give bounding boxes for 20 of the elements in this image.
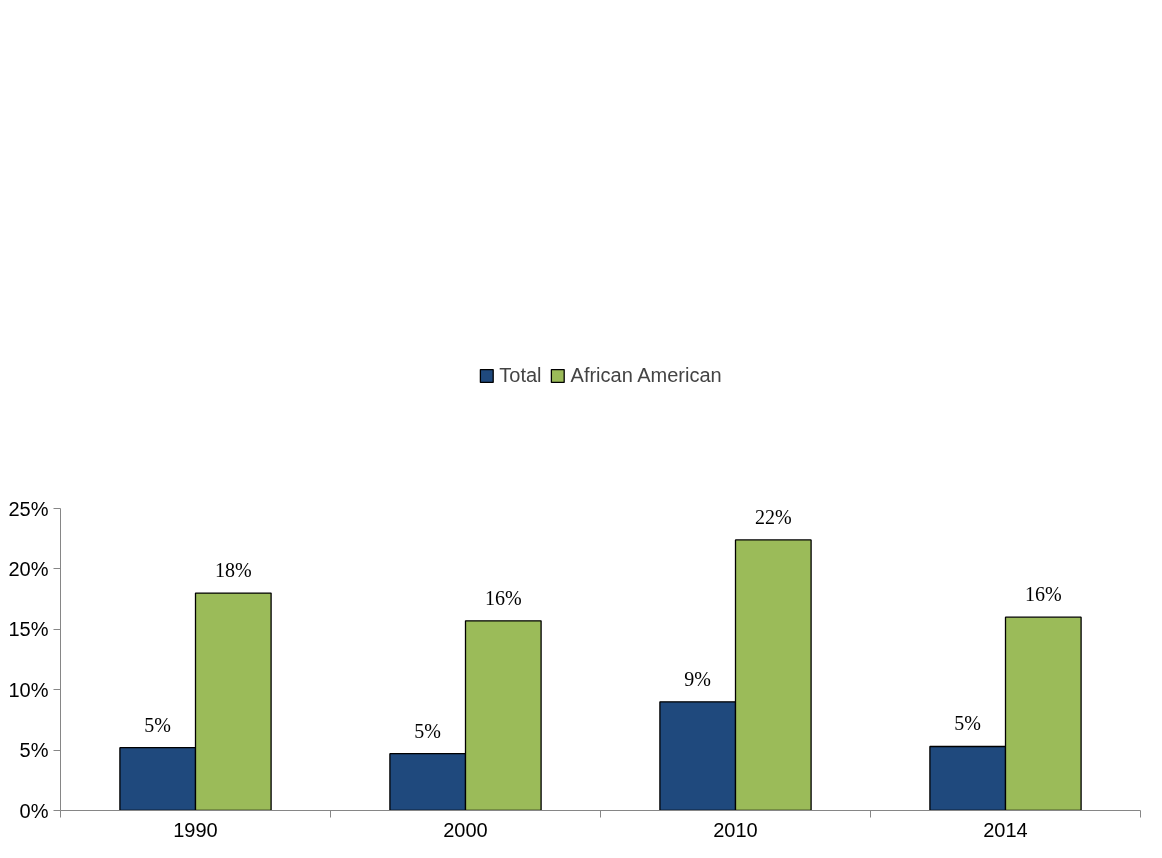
x-tick-label: 2010: [713, 818, 758, 841]
y-tick-label: 20%: [8, 557, 49, 580]
x-tick-label: 2014: [983, 818, 1028, 841]
data-label: 5%: [144, 713, 172, 736]
data-label: 18%: [214, 559, 252, 582]
y-tick-label: 10%: [8, 678, 49, 701]
x-tick-label: 1990: [173, 818, 218, 841]
data-label: 22%: [754, 505, 792, 528]
data-label: 5%: [954, 712, 982, 735]
data-label: 9%: [684, 667, 712, 690]
legend-label: Total: [499, 363, 542, 387]
data-label: 5%: [414, 719, 442, 742]
y-tick-label: 25%: [8, 497, 49, 520]
legend-label: African American: [570, 363, 722, 387]
y-tick-label: 5%: [19, 739, 49, 762]
y-tick-label: 15%: [8, 618, 49, 641]
y-tick-label: 0%: [19, 799, 49, 822]
x-tick-label: 2000: [443, 818, 488, 841]
data-label: 16%: [484, 586, 522, 609]
data-label: 16%: [1024, 583, 1062, 606]
